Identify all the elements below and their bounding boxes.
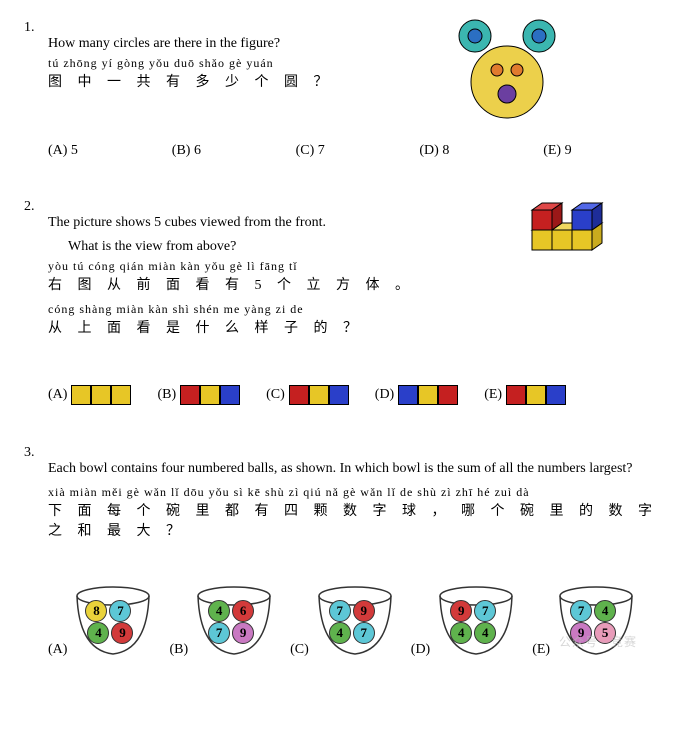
q1-ans-d: (D) 8 xyxy=(419,143,543,159)
ball: 4 xyxy=(594,600,616,622)
cube-square xyxy=(526,385,546,405)
q3-answers: (A)8749(B)4679(C)7947(D)9744(E)7495公众号 ·… xyxy=(48,580,667,658)
q2-ans-b: (B) xyxy=(157,385,240,405)
cube-strip xyxy=(398,385,458,405)
q2-pinyin2: cóng shàng miàn kàn shì shén me yàng zi … xyxy=(48,302,648,317)
q3-pinyin: xià miàn měi gè wǎn lǐ dōu yǒu sì kē shù… xyxy=(48,485,668,500)
q3-ans-c: (C)7947 xyxy=(290,580,399,658)
q2-pinyin1: yòu tú cóng qián miàn kàn yǒu gè lì fāng… xyxy=(48,259,648,274)
answer-label: (D) xyxy=(411,642,430,658)
bowl: 9744 xyxy=(432,580,520,658)
answer-label: (E) xyxy=(484,387,502,403)
cube-square xyxy=(329,385,349,405)
cube-square xyxy=(398,385,418,405)
q1-ans-a: (A) 5 xyxy=(48,143,172,159)
ball: 9 xyxy=(353,600,375,622)
cube-square xyxy=(200,385,220,405)
q1-number: 1. xyxy=(24,20,44,36)
ball: 4 xyxy=(208,600,230,622)
q1-figure-mickey xyxy=(447,16,567,136)
q2-answers: (A) (B) (C) (D) (E) xyxy=(48,385,667,405)
answer-label: (E) xyxy=(532,642,550,658)
q2-ans-a: (A) xyxy=(48,385,131,405)
ball: 7 xyxy=(329,600,351,622)
cube-square xyxy=(418,385,438,405)
cube-square xyxy=(111,385,131,405)
question-3: 3. Each bowl contains four numbered ball… xyxy=(24,445,667,658)
cube-square xyxy=(71,385,91,405)
q2-ans-e: (E) xyxy=(484,385,566,405)
q3-chinese: 下 面 每 个 碗 里 都 有 四 颗 数 字 球 ， 哪 个 碗 里 的 数 … xyxy=(48,500,668,540)
cube-square xyxy=(309,385,329,405)
q3-text-en: Each bowl contains four numbered balls, … xyxy=(48,461,668,477)
watermark: 公众号 · 竞赛 xyxy=(559,633,637,650)
answer-label: (A) xyxy=(48,642,67,658)
cube-square xyxy=(438,385,458,405)
cube-strip xyxy=(180,385,240,405)
q2-number: 2. xyxy=(24,199,44,215)
ball: 7 xyxy=(570,600,592,622)
cube-square xyxy=(220,385,240,405)
answer-label: (B) xyxy=(169,642,188,658)
answer-label: (B) xyxy=(157,387,176,403)
q1-ans-b: (B) 6 xyxy=(172,143,296,159)
q3-ans-b: (B)4679 xyxy=(169,580,278,658)
cube-strip xyxy=(289,385,349,405)
bowl: 8749 xyxy=(69,580,157,658)
ball: 4 xyxy=(329,622,351,644)
question-2: 2. The picture shows 5 cubes viewed from… xyxy=(24,199,667,405)
q3-ans-d: (D)9744 xyxy=(411,580,520,658)
bowl: 7947 xyxy=(311,580,399,658)
q3-number: 3. xyxy=(24,445,44,461)
answer-label: (C) xyxy=(290,642,309,658)
bowl: 4679 xyxy=(190,580,278,658)
q2-ans-d: (D) xyxy=(375,385,458,405)
q2-ans-c: (C) xyxy=(266,385,349,405)
q1-ans-c: (C) 7 xyxy=(296,143,420,159)
ball: 6 xyxy=(232,600,254,622)
ball: 7 xyxy=(208,622,230,644)
ball: 9 xyxy=(232,622,254,644)
q1-answers: (A) 5 (B) 6 (C) 7 (D) 8 (E) 9 xyxy=(48,143,667,159)
answer-label: (A) xyxy=(48,387,67,403)
cube-strip xyxy=(506,385,566,405)
cube-strip xyxy=(71,385,131,405)
cube-square xyxy=(91,385,111,405)
q1-ans-e: (E) 9 xyxy=(543,143,667,159)
answer-label: (C) xyxy=(266,387,285,403)
ball: 7 xyxy=(353,622,375,644)
cube-square xyxy=(546,385,566,405)
cube-square xyxy=(289,385,309,405)
question-1: 1. How many circles are there in the fig… xyxy=(24,20,667,159)
cube-square xyxy=(506,385,526,405)
q3-ans-a: (A)8749 xyxy=(48,580,157,658)
answer-label: (D) xyxy=(375,387,394,403)
cube-square xyxy=(180,385,200,405)
q2-chinese2: 从 上 面 看 是 什 么 样 子 的 ？ xyxy=(48,317,648,337)
q2-figure-cubes xyxy=(527,195,637,260)
q2-chinese1: 右 图 从 前 面 看 有 5 个 立 方 体 。 xyxy=(48,274,648,294)
